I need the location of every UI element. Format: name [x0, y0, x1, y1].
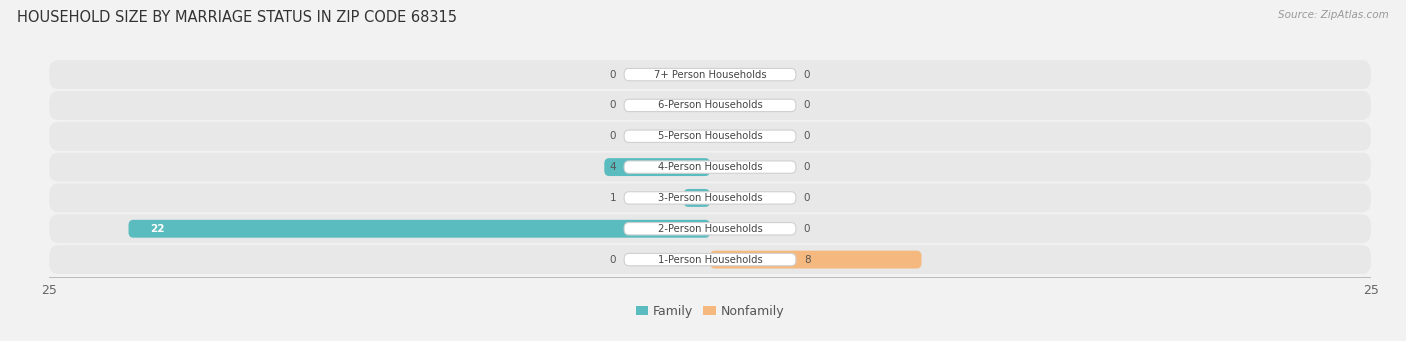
- FancyBboxPatch shape: [624, 69, 796, 81]
- FancyBboxPatch shape: [624, 192, 796, 204]
- Text: 0: 0: [804, 101, 810, 110]
- Text: 0: 0: [804, 70, 810, 79]
- Text: 6-Person Households: 6-Person Households: [658, 101, 762, 110]
- FancyBboxPatch shape: [624, 130, 796, 143]
- Text: 0: 0: [804, 131, 810, 141]
- Text: 4-Person Households: 4-Person Households: [658, 162, 762, 172]
- FancyBboxPatch shape: [683, 189, 710, 207]
- FancyBboxPatch shape: [49, 91, 1371, 120]
- Text: 2-Person Households: 2-Person Households: [658, 224, 762, 234]
- Text: 22: 22: [149, 224, 165, 234]
- Text: HOUSEHOLD SIZE BY MARRIAGE STATUS IN ZIP CODE 68315: HOUSEHOLD SIZE BY MARRIAGE STATUS IN ZIP…: [17, 10, 457, 25]
- FancyBboxPatch shape: [624, 99, 796, 112]
- Text: 1: 1: [610, 193, 616, 203]
- FancyBboxPatch shape: [49, 122, 1371, 151]
- FancyBboxPatch shape: [49, 245, 1371, 274]
- FancyBboxPatch shape: [710, 251, 921, 268]
- Text: 7+ Person Households: 7+ Person Households: [654, 70, 766, 79]
- Text: 0: 0: [610, 101, 616, 110]
- Text: 0: 0: [804, 162, 810, 172]
- Text: 4: 4: [610, 162, 616, 172]
- FancyBboxPatch shape: [128, 220, 710, 238]
- FancyBboxPatch shape: [49, 153, 1371, 181]
- Text: 1-Person Households: 1-Person Households: [658, 255, 762, 265]
- Text: 0: 0: [610, 70, 616, 79]
- FancyBboxPatch shape: [624, 253, 796, 266]
- Legend: Family, Nonfamily: Family, Nonfamily: [631, 300, 789, 323]
- FancyBboxPatch shape: [49, 60, 1371, 89]
- Text: 3-Person Households: 3-Person Households: [658, 193, 762, 203]
- Text: 5-Person Households: 5-Person Households: [658, 131, 762, 141]
- FancyBboxPatch shape: [624, 161, 796, 173]
- FancyBboxPatch shape: [49, 183, 1371, 212]
- Text: 0: 0: [610, 255, 616, 265]
- Text: 0: 0: [610, 131, 616, 141]
- Text: 0: 0: [804, 193, 810, 203]
- FancyBboxPatch shape: [624, 223, 796, 235]
- Text: 8: 8: [804, 255, 810, 265]
- Text: 0: 0: [804, 224, 810, 234]
- Text: Source: ZipAtlas.com: Source: ZipAtlas.com: [1278, 10, 1389, 20]
- FancyBboxPatch shape: [49, 214, 1371, 243]
- FancyBboxPatch shape: [605, 158, 710, 176]
